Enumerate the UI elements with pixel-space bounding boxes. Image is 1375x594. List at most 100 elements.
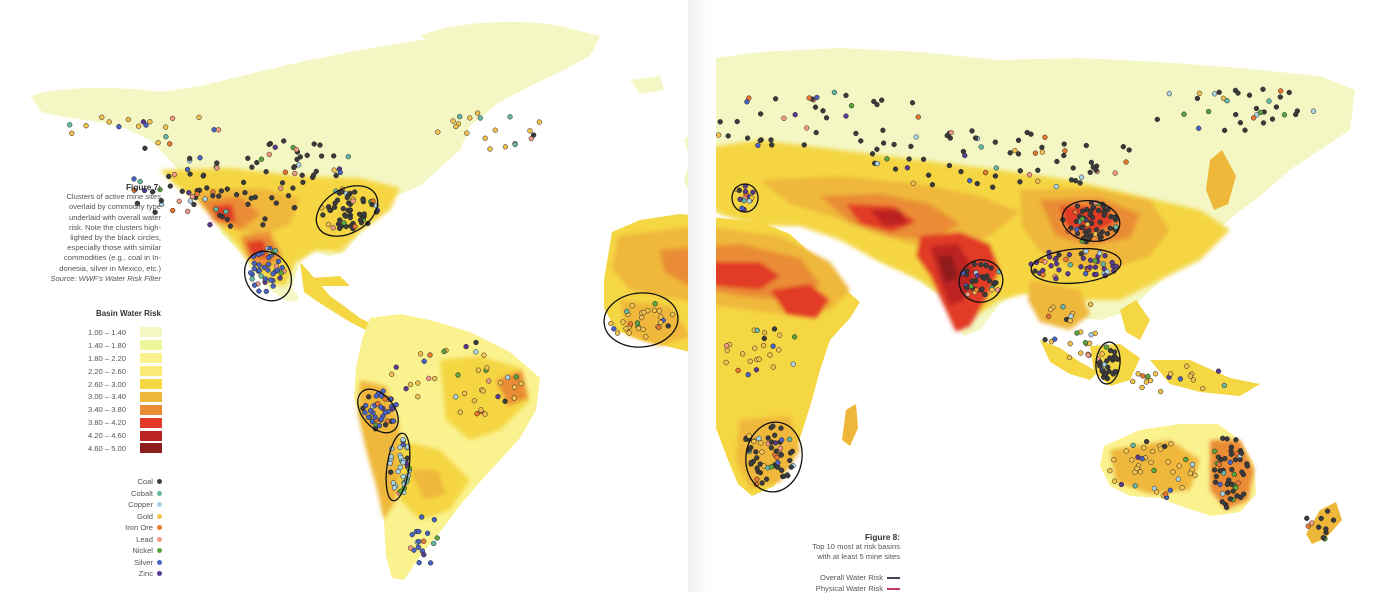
mine-site-point xyxy=(1157,388,1164,395)
mine-site-point xyxy=(140,119,147,125)
mine-site-point xyxy=(142,145,148,151)
commodity-dot xyxy=(157,571,162,577)
mine-site-point xyxy=(1007,150,1013,156)
risk-swatch xyxy=(140,379,162,389)
mine-site-point xyxy=(761,330,768,336)
mine-site-point xyxy=(776,347,782,353)
mine-site-point xyxy=(1320,535,1326,541)
mine-site-point xyxy=(1074,226,1080,233)
mine-site-point xyxy=(744,99,750,105)
risk-label: 4.60 – 5.00 xyxy=(88,443,127,453)
mine-site-point xyxy=(990,184,996,190)
mine-site-point xyxy=(1099,351,1105,357)
mine-site-point xyxy=(1242,127,1248,133)
mine-site-point xyxy=(1139,456,1145,462)
mine-site-point xyxy=(1234,493,1240,499)
mine-site-point xyxy=(988,265,994,271)
mine-site-point xyxy=(1042,337,1048,343)
mine-site-point xyxy=(1168,441,1174,447)
mine-site-point xyxy=(879,97,885,103)
mine-site-point xyxy=(983,262,989,268)
mine-site-point xyxy=(482,135,488,141)
mine-site-point xyxy=(167,183,173,189)
mine-site-point xyxy=(1111,457,1117,463)
mine-site-point xyxy=(191,201,197,208)
mine-site-point xyxy=(843,92,849,99)
mine-site-point xyxy=(770,423,776,429)
mine-site-point xyxy=(1194,95,1201,102)
mine-site-point xyxy=(1074,203,1081,209)
mine-site-point xyxy=(629,303,635,309)
mine-site-point xyxy=(223,208,229,215)
mine-site-point xyxy=(971,261,978,267)
mine-site-point xyxy=(1067,341,1073,347)
risk-legend-row: 1.80 – 2.20 xyxy=(88,352,162,365)
mine-site-point xyxy=(369,419,376,425)
mine-site-point xyxy=(400,473,406,480)
risk-legend-row: 1.40 – 1.80 xyxy=(88,339,162,352)
mine-site-point xyxy=(1187,373,1194,379)
mine-site-point xyxy=(908,143,914,150)
mine-site-point xyxy=(754,476,760,482)
mine-site-point xyxy=(1166,90,1172,97)
mine-site-point xyxy=(748,444,754,451)
mine-site-point xyxy=(979,286,985,292)
mine-site-point xyxy=(1330,517,1337,523)
mine-site-point xyxy=(207,222,213,228)
mine-site-point xyxy=(1053,183,1059,190)
mine-site-point xyxy=(415,544,422,550)
commodity-label: Zinc xyxy=(138,569,153,579)
mine-site-point xyxy=(725,133,731,139)
mine-site-point xyxy=(261,264,267,271)
mine-site-point xyxy=(421,358,427,364)
mine-site-point xyxy=(791,334,798,340)
mine-site-point xyxy=(874,146,880,152)
mine-site-point xyxy=(507,114,513,120)
commodity-dot xyxy=(157,536,162,542)
mine-site-point xyxy=(1078,264,1084,270)
mine-site-point xyxy=(1065,271,1071,277)
mine-site-point xyxy=(1205,108,1212,115)
mine-site-point xyxy=(1305,523,1311,529)
mine-site-point xyxy=(614,330,621,336)
mine-site-point xyxy=(1227,496,1233,502)
mine-site-point xyxy=(1079,224,1086,230)
figure7-line: overlaid by commodity type xyxy=(68,202,161,212)
mine-site-point xyxy=(1111,214,1117,220)
mine-site-point xyxy=(1200,385,1206,392)
mine-site-point xyxy=(1054,261,1060,267)
mine-site-point xyxy=(779,467,785,473)
mine-site-point xyxy=(724,347,730,354)
mine-site-point xyxy=(1040,267,1046,274)
mine-site-point xyxy=(1015,137,1022,143)
cluster-highlight-circle xyxy=(243,250,293,302)
mine-site-point xyxy=(362,409,368,416)
mine-site-point xyxy=(1258,109,1264,116)
mine-site-point xyxy=(769,439,775,445)
mine-site-point xyxy=(1015,151,1022,157)
mine-site-point xyxy=(263,288,269,295)
mine-site-point xyxy=(382,409,388,416)
mine-site-point xyxy=(1238,450,1245,456)
cluster-highlight-circle xyxy=(731,183,759,213)
mine-site-point xyxy=(746,198,753,204)
mine-site-point xyxy=(292,170,298,177)
mine-site-point xyxy=(657,319,664,326)
mine-site-point xyxy=(214,165,220,171)
mine-site-point xyxy=(761,335,767,342)
mine-site-point xyxy=(1120,144,1126,150)
mine-site-point xyxy=(218,188,225,194)
mine-site-point xyxy=(240,179,247,186)
mine-site-point xyxy=(1237,120,1244,126)
mine-site-point xyxy=(1079,216,1085,222)
mine-site-point xyxy=(187,198,194,204)
mine-site-point xyxy=(1137,469,1144,475)
mine-site-point xyxy=(347,207,353,213)
mine-site-point xyxy=(1165,459,1171,465)
mine-site-point xyxy=(1129,457,1135,463)
mine-site-point xyxy=(453,123,459,130)
mine-site-point xyxy=(1053,276,1059,282)
mine-site-point xyxy=(441,348,447,355)
mine-site-point xyxy=(416,560,422,566)
mine-site-point xyxy=(477,115,483,121)
